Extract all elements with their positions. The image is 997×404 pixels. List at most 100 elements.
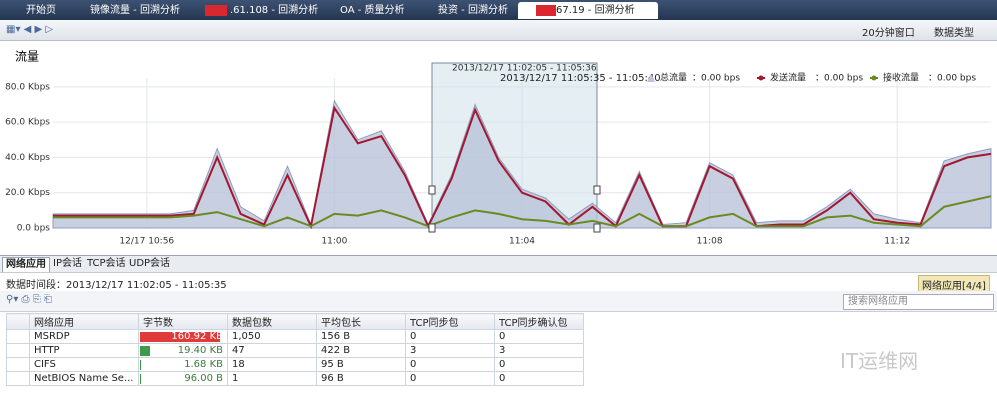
legend-icon (647, 74, 655, 82)
bytes-cell: 96.00 B (138, 371, 228, 386)
cell: 156 B (316, 329, 406, 344)
handle (593, 223, 601, 233)
legend-value: ：0.00 bps (815, 74, 863, 84)
legend-value: ：0.00 bps (928, 74, 976, 84)
legend-dot (758, 75, 764, 81)
bytes-bar (140, 346, 150, 356)
redaction (205, 5, 227, 16)
chart-title: 流量 (15, 50, 39, 64)
y-tick-label: 60.0 Kbps (5, 118, 50, 128)
header-cell: TCP同步确认包 (494, 313, 584, 330)
window-button[interactable]: 20分钟窗口 (862, 28, 915, 39)
period: 数据时间段：2013/12/17 11:02:05 - 11:05:35 (6, 280, 227, 291)
header-cell: 数据包数 (227, 313, 317, 330)
sub-tab[interactable]: TCP会话 (87, 258, 126, 269)
tab[interactable]: .61.108 - 回溯分析 (230, 5, 319, 16)
table: 网络应用 字节数 数据包数 平均包长 TCP同步包 TCP同步确认包 MSRDP 160.92… (6, 313, 584, 386)
chart: 流量 0.0 bps 20.0 Kbps 40.0 Kbps 60.0 Kbps 80.… (5, 50, 992, 247)
tab[interactable]: 镜像流量 - 回溯分析 (90, 5, 180, 16)
bytes-cell: 19.40 KB (138, 343, 228, 358)
cell: NetBIOS Name Se... (29, 371, 139, 386)
cell: 18 (227, 357, 317, 372)
header-cell: 字节数 (138, 313, 228, 330)
x-tick-label: 12/17 10:56 (119, 237, 174, 247)
header-cell: 网络应用 (29, 313, 139, 330)
bytes-text: 96.00 B (184, 373, 223, 384)
toolbar: ▦▾ ◀ ▶ ▷ 20分钟窗口 数据类型 (0, 20, 997, 41)
cell: MSRDP (29, 329, 139, 344)
bytes-bar (140, 332, 220, 342)
nav-icons[interactable]: ▦▾ ◀ ▶ ▷ (6, 24, 54, 35)
y-tick-label: 20.0 Kbps (5, 188, 50, 198)
cell: 3 (405, 343, 495, 358)
legend-value: ：0.00 bps (692, 74, 740, 84)
series-line (53, 195, 992, 228)
handle (593, 185, 601, 195)
x-tick-label: 11:12 (884, 237, 910, 247)
x-tick-label: 11:04 (509, 237, 535, 247)
tab[interactable]: 投资 - 回溯分析 (438, 5, 508, 16)
y-tick-label: 80.0 Kbps (5, 82, 50, 92)
cell: 422 B (316, 343, 406, 358)
cell: 0 (494, 371, 584, 386)
sub-tab[interactable]: 网络应用 (2, 257, 50, 272)
row-icon (6, 357, 30, 372)
header-cell: TCP同步包 (405, 313, 495, 330)
selection-label: 2013/12/17 11:02:05 - 11:05:36 (452, 64, 597, 74)
x-tick-label: 11:08 (697, 237, 723, 247)
cell: 47 (227, 343, 317, 358)
sub-tab[interactable]: UDP会话 (129, 258, 171, 269)
bytes-cell: 160.92 KB (138, 329, 228, 344)
bytes-text: 160.92 KB (171, 331, 223, 342)
y-tick-label: 40.0 Kbps (5, 153, 50, 163)
x-tick-label: 11:00 (321, 237, 347, 247)
bytes-cell: 1.68 KB (138, 357, 228, 372)
icon-bar: ⚲▾ ⎙ ⎘ ⎗ (0, 291, 997, 312)
cell: 0 (494, 357, 584, 372)
handle (428, 223, 436, 233)
area (52, 99, 992, 229)
cell: CIFS (29, 357, 139, 372)
cell: 96 B (316, 371, 406, 386)
sub-tabs: 网络应用 IP会话 TCP会话 UDP会话 (0, 255, 997, 273)
bytes-bar (140, 360, 141, 370)
redaction (536, 5, 556, 16)
series-line (53, 105, 992, 230)
tab[interactable]: OA - 质量分析 (340, 5, 405, 16)
cell: 0 (405, 357, 495, 372)
search-box[interactable]: 搜索网络应用 (843, 294, 994, 310)
header-cell (6, 313, 30, 330)
data-type-button[interactable]: 数据类型 (934, 28, 974, 39)
cursor-label: 2013/12/17 11:05:35 - 11:05:40 (500, 73, 661, 84)
sub-tab[interactable]: IP会话 (53, 258, 82, 269)
icons[interactable]: ⚲▾ ⎙ ⎘ ⎗ (6, 294, 52, 305)
watermark: IT运维网 (840, 349, 919, 373)
cell: 0 (494, 329, 584, 344)
cell: 95 B (316, 357, 406, 372)
tab[interactable]: 开始页 (26, 5, 56, 16)
row-icon (6, 371, 30, 386)
bytes-text: 1.68 KB (184, 359, 223, 370)
header-row: 网络应用 字节数 数据包数 平均包长 TCP同步包 TCP同步确认包 (6, 313, 584, 330)
cell: 3 (494, 343, 584, 358)
bytes-bar (140, 374, 141, 384)
cell: 1,050 (227, 329, 317, 344)
legend-name: 接收流量 (883, 72, 919, 84)
bytes-text: 19.40 KB (177, 345, 223, 356)
cell: 0 (405, 329, 495, 344)
handle (428, 185, 436, 195)
cell: HTTP (29, 343, 139, 358)
legend-dot (871, 75, 877, 81)
tab-bar: 开始页 镜像流量 - 回溯分析 .61.108 - 回溯分析 OA - 质量分析… (0, 0, 997, 20)
y-tick-label: 0.0 bps (17, 224, 51, 234)
header-cell: 平均包长 (316, 313, 406, 330)
legend-name: 发送流量 (770, 72, 806, 84)
cell: 1 (227, 371, 317, 386)
row-icon (6, 343, 30, 358)
tab-label: 67.19 - 回溯分析 (556, 5, 635, 16)
